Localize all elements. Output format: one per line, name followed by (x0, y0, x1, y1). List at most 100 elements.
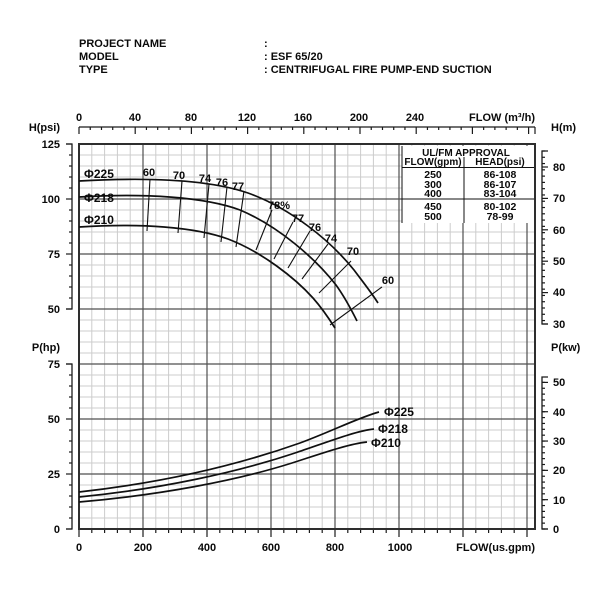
bottom-tick-1000: 1000 (388, 542, 412, 554)
efficiency-line-74-right (301, 243, 329, 280)
php-tick-50: 50 (48, 414, 60, 426)
approval-col-flow: FLOW(gpm) (404, 157, 461, 168)
php-tick-75: 75 (48, 359, 60, 371)
bottom-tick-0: 0 (76, 542, 82, 554)
hm-tick-50: 50 (553, 256, 565, 268)
efficiency-line-70-left (177, 180, 183, 234)
top-tick-40: 40 (129, 112, 141, 124)
approval-table-title: UL/FM APPROVAL (422, 148, 510, 159)
hpsi-tick-125: 125 (42, 139, 60, 151)
power-curve-phi210 (78, 441, 368, 503)
hpsi-tick-75: 75 (48, 249, 60, 261)
bottom-tick-800: 800 (326, 542, 344, 554)
project-name-label: PROJECT NAME (79, 38, 167, 50)
efficiency-label-70-left: 70 (173, 170, 185, 182)
bottom-tick-400: 400 (198, 542, 216, 554)
efficiency-label-60-right: 60 (382, 275, 394, 287)
pkw-tick-20: 20 (553, 465, 565, 477)
project-name-value: : (264, 38, 268, 50)
right-head-axis-ruler (541, 150, 548, 325)
approval-cell-head-2: 83-104 (484, 188, 517, 200)
top-axis-title: FLOW (m³/h) (469, 112, 535, 124)
left-head-axis-ruler (66, 143, 73, 310)
approval-col-head: HEAD(psi) (475, 157, 524, 168)
left-power-axis-title: P(hp) (32, 342, 60, 354)
pkw-tick-10: 10 (553, 495, 565, 507)
hpsi-tick-50: 50 (48, 304, 60, 316)
model-label: MODEL (79, 51, 119, 63)
power-curve-phi218 (78, 428, 375, 498)
efficiency-label-70-right: 70 (347, 246, 359, 258)
efficiency-label-60-left: 60 (143, 167, 155, 179)
approval-cell-flow-3: 450 (424, 201, 442, 213)
hm-tick-80: 80 (553, 162, 565, 174)
approval-table-background (402, 146, 534, 223)
hm-tick-60: 60 (553, 225, 565, 237)
bottom-tick-600: 600 (262, 542, 280, 554)
bottom-axis-title: FLOW(us.gpm) (456, 542, 535, 554)
efficiency-line-70-right (318, 260, 352, 294)
type-label: TYPE (79, 64, 108, 76)
top-tick-160: 160 (294, 112, 312, 124)
efficiency-label-77-right: 77 (292, 213, 304, 225)
hpsi-tick-100: 100 (42, 194, 60, 206)
hm-tick-30: 30 (553, 319, 565, 331)
top-tick-200: 200 (350, 112, 368, 124)
hm-tick-40: 40 (553, 287, 565, 299)
efficiency-label-74-right: 74 (325, 233, 338, 245)
pkw-tick-40: 40 (553, 407, 565, 419)
power-curve-label-phi210: Φ210 (371, 436, 401, 450)
power-curve-phi225 (78, 411, 380, 493)
head-curve-label-phi210: Φ210 (84, 213, 114, 227)
approval-cell-flow-2: 400 (424, 188, 442, 200)
pkw-tick-0: 0 (553, 524, 559, 536)
head-curve-phi218 (78, 194, 358, 322)
left-power-axis-ruler (66, 363, 73, 530)
efficiency-line-74-left (203, 183, 210, 239)
approval-cell-flow-1: 300 (424, 179, 442, 191)
type-value: : CENTRIFUGAL FIRE PUMP-END SUCTION (264, 64, 492, 76)
model-value: : ESF 65/20 (264, 51, 323, 63)
efficiency-line-77-right (273, 221, 294, 260)
approval-cell-head-3: 80-102 (484, 201, 517, 213)
efficiency-label-76-right: 76 (309, 222, 321, 234)
head-curve-label-phi225: Φ225 (84, 167, 114, 181)
plot-frame (78, 143, 536, 530)
efficiency-line-60-left (146, 178, 151, 232)
header-row-model: MODEL : ESF 65/20 (79, 51, 492, 64)
top-tick-120: 120 (238, 112, 256, 124)
pkw-tick-30: 30 (553, 436, 565, 448)
header-row-type: TYPE : CENTRIFUGAL FIRE PUMP-END SUCTION (79, 64, 492, 77)
header-block: PROJECT NAME: MODEL : ESF 65/20 TYPE : CEN… (79, 38, 492, 77)
head-curve-phi210 (78, 224, 336, 329)
right-power-axis-ruler (541, 376, 548, 530)
approval-cell-head-0: 86-108 (484, 169, 517, 181)
power-curve-label-phi218: Φ218 (378, 422, 408, 436)
right-power-axis-title: P(kw) (551, 342, 581, 354)
power-curve-label-phi225: Φ225 (384, 405, 414, 419)
efficiency-label-77-left: 77 (232, 181, 244, 193)
approval-cell-flow-0: 250 (424, 169, 442, 181)
efficiency-line-76-right (287, 230, 311, 269)
head-curve-phi225 (78, 178, 379, 304)
php-tick-0: 0 (54, 524, 60, 536)
efficiency-label-76-left: 76 (216, 177, 228, 189)
header-row-project: PROJECT NAME: (79, 38, 492, 51)
top-tick-80: 80 (185, 112, 197, 124)
approval-cell-flow-4: 500 (424, 211, 442, 223)
efficiency-line-76-left (220, 186, 228, 243)
head-curve-label-phi218: Φ218 (84, 191, 114, 205)
top-tick-0: 0 (76, 112, 82, 124)
hm-tick-70: 70 (553, 193, 565, 205)
left-head-axis-title: H(psi) (29, 122, 61, 134)
top-tick-240: 240 (406, 112, 424, 124)
efficiency-label-74-left: 74 (199, 173, 212, 185)
php-tick-25: 25 (48, 469, 60, 481)
approval-cell-head-1: 86-107 (484, 179, 517, 191)
efficiency-label-78-bep: 78% (268, 200, 290, 212)
bottom-tick-200: 200 (134, 542, 152, 554)
efficiency-line-60-right (329, 286, 383, 326)
efficiency-line-78-bep (255, 209, 273, 251)
